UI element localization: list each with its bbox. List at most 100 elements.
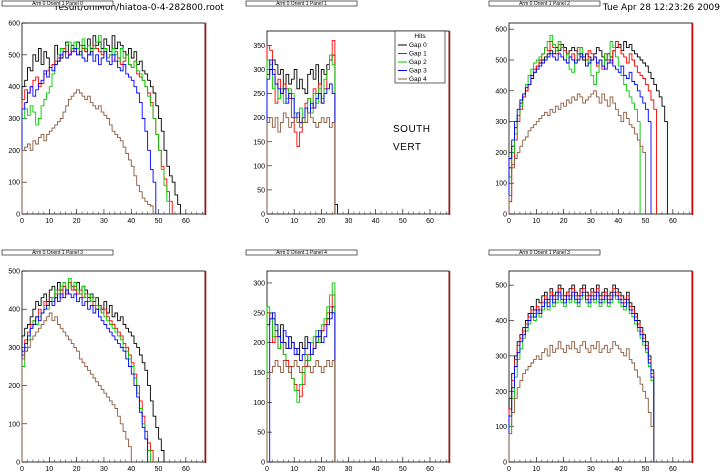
legend-entry: Gap 3 [409,68,427,75]
y-tick-label: 500 [8,52,20,59]
series-line-gap-3 [21,289,149,462]
x-tick-label: 0 [265,218,269,225]
x-tick-label: 50 [399,466,407,473]
y-tick-label: 200 [495,389,507,396]
legend-entry: Gap 1 [409,51,427,58]
annotation-vert: VERT [393,142,422,153]
x-tick-label: 50 [642,218,650,225]
y-tick-label: 300 [8,345,20,352]
x-tick-label: 20 [560,466,568,473]
x-tick-label: 30 [345,218,353,225]
x-tick-label: 60 [426,466,434,473]
x-tick-label: 60 [182,466,190,473]
y-tick-label: 0 [16,212,20,219]
y-tick-label: 500 [495,57,507,64]
x-tick-label: 50 [155,466,163,473]
y-tick-label: 250 [253,310,265,317]
panel-title-box [488,249,601,256]
series-line-gap-4 [21,312,132,462]
x-tick-label: 0 [507,466,511,473]
x-tick-label: 40 [372,218,380,225]
x-tick-label: 20 [560,218,568,225]
x-tick-label: 20 [73,218,81,225]
y-tick-label: 300 [495,353,507,360]
histogram-panel-1: Arm 0 Orient 1 Panel 1 0 10 20 30 40 50 60 0 50 10… [245,0,451,225]
x-tick-label: 50 [155,218,163,225]
panel-title: Arm 0 Orient 1 Panel 0 [32,1,83,7]
panel-title: Arm 0 Orient 1 Panel 2 [519,1,570,7]
legend-entry: Gap 4 [409,76,427,83]
x-tick-label: 10 [532,466,540,473]
series-line-gap-4 [266,360,338,463]
y-tick-label: 300 [8,116,20,123]
y-tick-label: 150 [253,139,265,146]
y-tick-label: 200 [253,115,265,122]
panel-title: Arm 0 Orient 1 Panel 1 [276,1,327,7]
series-line-gap-2 [266,282,338,463]
y-tick-label: 0 [261,212,265,219]
x-tick-label: 10 [290,218,298,225]
x-tick-label: 30 [587,466,595,473]
panel-title: Arm 0 Orient 1 Panel 3 [519,250,570,256]
series-line-gap-3 [508,291,655,462]
y-tick-label: 300 [495,119,507,126]
y-tick-label: 350 [253,43,265,50]
y-tick-label: 200 [8,148,20,155]
y-tick-label: 200 [8,383,20,390]
x-tick-label: 40 [614,466,622,473]
histogram-panel-2: Arm 0 Orient 1 Panel 20 10 20 30 40 50 6001002… [488,0,694,225]
panel-title-box [488,0,601,7]
timestamp-label: Tue Apr 28 12:23:26 2009 [602,3,720,13]
file-path-label: result/onlMon/hiatoa-0-4-282800.root [55,3,224,13]
x-tick-label: 0 [20,466,24,473]
legend-title: Hits [414,33,426,40]
panel-title: Arm 0 Orient 1 Panel 3 [32,250,83,256]
x-tick-label: 20 [317,466,325,473]
x-tick-label: 40 [127,466,135,473]
annotation-south: SOUTH [393,124,431,135]
series-line-gap-2 [508,34,641,214]
x-tick-label: 10 [45,466,53,473]
series-line-gap-4 [508,90,647,214]
panel-title-box [1,0,114,7]
x-tick-label: 60 [182,218,190,225]
x-tick-label: 30 [587,218,595,225]
histogram-panel-4: Arm 0 Orient 1 Panel 4 0 10 20 30 40 50 60 0 50 10… [245,249,451,473]
series-line-gap-3 [21,48,157,214]
y-tick-label: 0 [261,460,265,467]
y-tick-label: 400 [495,88,507,95]
x-tick-label: 20 [73,466,81,473]
y-tick-label: 100 [8,180,20,187]
histogram-panel-0: Arm 0 Orient 1 Panel 00 10 20 30 40 50 6001002… [1,0,207,225]
y-tick-label: 500 [8,269,20,276]
x-tick-label: 60 [426,218,434,225]
y-tick-label: 100 [495,424,507,431]
y-tick-label: 0 [503,212,507,219]
x-tick-label: 60 [669,218,677,225]
x-tick-label: 60 [669,466,677,473]
x-tick-label: 30 [100,218,108,225]
y-tick-label: 200 [495,150,507,157]
legend-box [394,30,446,84]
x-tick-label: 30 [100,466,108,473]
panel-title: Arm 0 Orient 1 Panel 4 [276,250,327,256]
x-tick-label: 10 [45,218,53,225]
y-tick-label: 600 [495,27,507,34]
y-tick-label: 50 [257,430,265,437]
y-tick-label: 200 [253,340,265,347]
x-tick-label: 40 [614,218,622,225]
series-line-gap-4 [508,341,655,462]
legend-entry: Gap 0 [409,42,427,49]
y-tick-label: 600 [8,21,20,28]
y-tick-label: 0 [16,460,20,467]
histogram-panel-5: Arm 0 Orient 1 Panel 3 0 10 20 30 40 50 60 0 100 2… [488,249,694,473]
x-tick-label: 0 [20,218,24,225]
series-line-gap-4 [266,112,338,215]
series-line-gap-3 [508,53,652,214]
series-line-gap-2 [21,35,170,214]
panel-title-box [1,249,114,256]
x-tick-label: 50 [642,466,650,473]
series-line-gap-2 [266,54,338,215]
series-line-gap-4 [21,89,154,214]
